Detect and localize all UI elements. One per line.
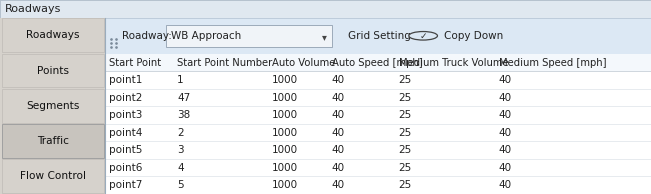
Text: 38: 38 <box>177 110 190 120</box>
FancyBboxPatch shape <box>105 54 651 194</box>
Text: Auto Volume: Auto Volume <box>272 57 335 68</box>
Text: 40: 40 <box>499 163 512 173</box>
Text: 25: 25 <box>398 110 412 120</box>
Text: Start Point: Start Point <box>109 57 161 68</box>
Text: 40: 40 <box>332 93 345 103</box>
FancyBboxPatch shape <box>2 124 104 158</box>
FancyBboxPatch shape <box>105 159 651 177</box>
FancyBboxPatch shape <box>105 54 651 71</box>
Text: 1000: 1000 <box>272 180 298 190</box>
Text: 40: 40 <box>332 180 345 190</box>
FancyBboxPatch shape <box>105 141 651 159</box>
Text: 40: 40 <box>332 145 345 155</box>
Text: 2: 2 <box>177 128 184 138</box>
Text: Auto Speed [mph]: Auto Speed [mph] <box>332 57 422 68</box>
Text: 1000: 1000 <box>272 75 298 85</box>
Text: 25: 25 <box>398 93 412 103</box>
Text: 1000: 1000 <box>272 93 298 103</box>
FancyBboxPatch shape <box>2 159 104 193</box>
Text: 25: 25 <box>398 180 412 190</box>
Text: ▾: ▾ <box>322 32 327 42</box>
Text: 25: 25 <box>398 128 412 138</box>
Text: point5: point5 <box>109 145 142 155</box>
Text: Medium Speed [mph]: Medium Speed [mph] <box>499 57 606 68</box>
Text: WB Approach: WB Approach <box>171 31 242 41</box>
Text: 40: 40 <box>332 128 345 138</box>
FancyBboxPatch shape <box>105 71 651 89</box>
Text: 40: 40 <box>499 110 512 120</box>
Text: 1000: 1000 <box>272 163 298 173</box>
FancyBboxPatch shape <box>105 89 651 106</box>
Text: Grid Settings ▾: Grid Settings ▾ <box>348 31 425 41</box>
FancyBboxPatch shape <box>166 25 332 47</box>
Text: Traffic: Traffic <box>36 136 69 146</box>
Text: 1000: 1000 <box>272 145 298 155</box>
FancyBboxPatch shape <box>2 89 104 123</box>
Circle shape <box>409 31 437 40</box>
Text: Flow Control: Flow Control <box>20 171 86 181</box>
FancyBboxPatch shape <box>2 54 104 87</box>
Text: 40: 40 <box>499 180 512 190</box>
Text: 40: 40 <box>332 110 345 120</box>
Text: Roadway:: Roadway: <box>122 31 172 41</box>
Text: 25: 25 <box>398 145 412 155</box>
Text: point1: point1 <box>109 75 142 85</box>
FancyBboxPatch shape <box>105 124 651 141</box>
Text: 40: 40 <box>499 75 512 85</box>
Text: 3: 3 <box>177 145 184 155</box>
FancyBboxPatch shape <box>2 18 104 52</box>
Text: Segments: Segments <box>26 101 79 111</box>
Text: Roadways: Roadways <box>26 30 79 41</box>
Text: Medium Truck Volume: Medium Truck Volume <box>398 57 508 68</box>
Text: 25: 25 <box>398 75 412 85</box>
Text: point2: point2 <box>109 93 142 103</box>
Text: 40: 40 <box>499 128 512 138</box>
Text: 5: 5 <box>177 180 184 190</box>
Text: point6: point6 <box>109 163 142 173</box>
Text: 47: 47 <box>177 93 190 103</box>
Text: 4: 4 <box>177 163 184 173</box>
Text: 1000: 1000 <box>272 128 298 138</box>
Text: 40: 40 <box>332 75 345 85</box>
Text: 40: 40 <box>332 163 345 173</box>
Text: 40: 40 <box>499 145 512 155</box>
Text: ✓: ✓ <box>419 32 427 41</box>
Text: point3: point3 <box>109 110 142 120</box>
Text: 25: 25 <box>398 163 412 173</box>
Text: 1000: 1000 <box>272 110 298 120</box>
Text: point7: point7 <box>109 180 142 190</box>
Text: Copy Down: Copy Down <box>444 31 503 41</box>
Text: 1: 1 <box>177 75 184 85</box>
FancyBboxPatch shape <box>0 18 105 194</box>
Text: Points: Points <box>36 66 69 76</box>
FancyBboxPatch shape <box>105 18 651 54</box>
Text: Start Point Number: Start Point Number <box>177 57 272 68</box>
Text: Roadways: Roadways <box>5 4 62 14</box>
FancyBboxPatch shape <box>0 0 651 18</box>
Text: point4: point4 <box>109 128 142 138</box>
Text: 40: 40 <box>499 93 512 103</box>
FancyBboxPatch shape <box>105 177 651 194</box>
FancyBboxPatch shape <box>105 106 651 124</box>
